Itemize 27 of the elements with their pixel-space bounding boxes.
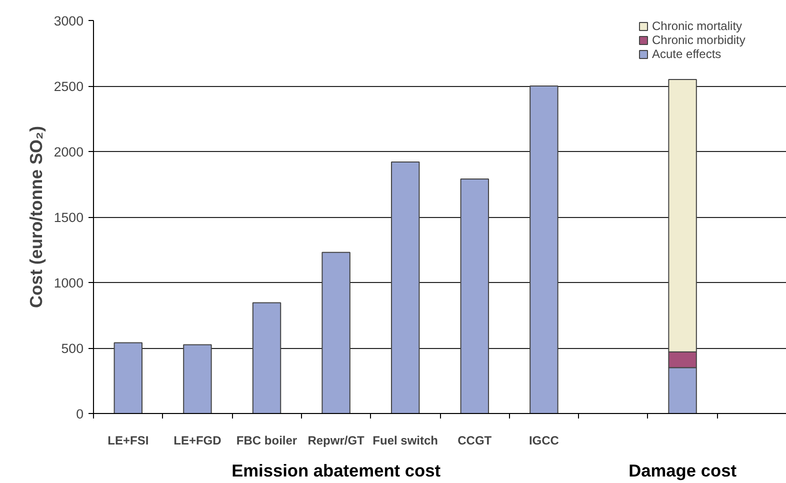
y-tick-label: 1000 <box>54 276 84 290</box>
x-tick-label: IGCC <box>528 434 560 448</box>
bar <box>322 252 350 414</box>
x-tick-label: CCGT <box>458 434 492 448</box>
x-tick-label: FBC boiler <box>236 434 298 448</box>
text: Damage cost <box>628 460 737 480</box>
legend-label: Acute effects <box>652 47 722 61</box>
legend-label: Chronic mortality <box>652 19 742 33</box>
x-tick-label: LE+FGD <box>174 434 222 448</box>
y-tick-label: 0 <box>76 406 84 422</box>
y-tick-label: 2500 <box>54 79 84 94</box>
text: Emission abatement cost <box>232 460 441 480</box>
y-axis-title: Cost (euro/tonne SO₂) <box>26 126 46 308</box>
bar <box>390 161 420 414</box>
x-tick-label: Repwr/GT <box>308 434 366 448</box>
y-tick-label: 1500 <box>54 210 84 225</box>
bar <box>460 178 490 414</box>
y-tick-label: 500 <box>61 341 84 356</box>
bar <box>530 86 558 414</box>
bar <box>183 344 212 414</box>
y-tick-label: 3000 <box>54 14 84 28</box>
x-tick-label: Fuel switch <box>372 434 438 448</box>
x-tick-label: LE+FSI <box>108 434 149 448</box>
bar <box>114 342 143 414</box>
y-tick-label: 2000 <box>54 144 84 160</box>
legend-label: Chronic morbidity <box>652 33 746 47</box>
bar <box>252 302 282 414</box>
